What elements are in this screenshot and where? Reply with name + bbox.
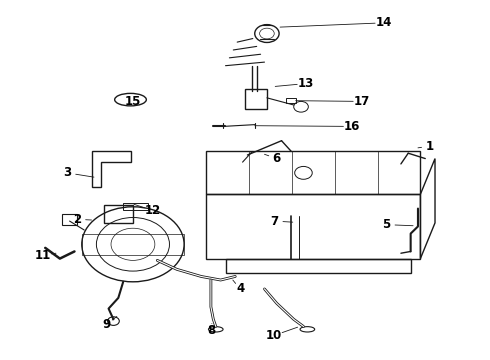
Text: 13: 13: [298, 77, 314, 90]
Text: 12: 12: [144, 204, 161, 217]
Text: 15: 15: [125, 95, 141, 108]
Text: 1: 1: [426, 140, 434, 153]
Text: 6: 6: [272, 152, 281, 165]
Text: 17: 17: [354, 95, 370, 108]
Text: 2: 2: [73, 213, 81, 226]
Text: 5: 5: [382, 218, 391, 231]
Text: 14: 14: [376, 16, 392, 29]
Text: 3: 3: [63, 166, 71, 179]
Text: 7: 7: [270, 215, 278, 228]
Text: 11: 11: [35, 248, 51, 261]
Text: 16: 16: [344, 120, 360, 133]
Text: 10: 10: [266, 329, 282, 342]
Text: 4: 4: [236, 283, 244, 296]
Text: 8: 8: [207, 324, 215, 337]
Text: 9: 9: [102, 318, 110, 331]
